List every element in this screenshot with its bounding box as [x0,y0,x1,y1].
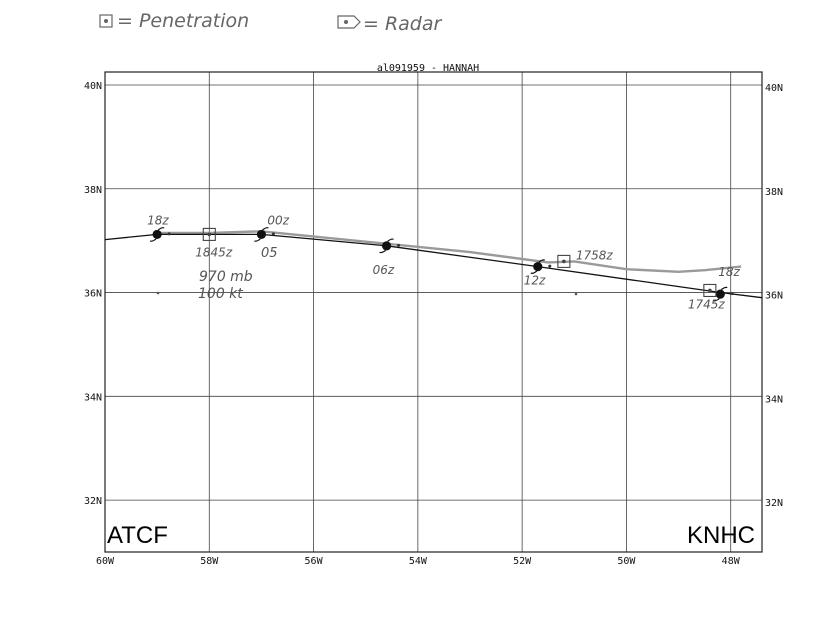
track-dot [167,232,171,236]
track-dot [397,243,401,247]
latitude-labels-right: 40N 38N 36N 34N 32N [765,83,783,509]
latitude-labels-left: 40N 38N 36N 34N 32N [84,81,102,507]
lat-tick-label: 34N [765,394,783,405]
hurricane-symbol-arm [713,298,720,302]
stray-dot [156,291,160,295]
plot-frame [104,71,763,553]
storm-time-label: 00z [267,213,289,227]
penetration-fix-dot [207,232,212,237]
lat-tick-label: 40N [765,83,783,94]
lat-tick-label: 36N [84,289,102,300]
knhc-label: KNHC [687,522,755,549]
lon-tick-label: 54W [409,556,428,567]
hurricane-symbol-icon [254,227,269,242]
hurricane-symbol-arm [379,249,386,254]
hurricane-symbol-arm [157,227,165,231]
track-dot [271,232,275,236]
lon-tick-label: 50W [617,556,636,567]
hurricane-symbol-icon [149,227,165,242]
lon-tick-label: 58W [200,556,219,567]
legend: = Penetration = Radar [99,10,443,35]
lon-tick-label: 52W [513,556,532,567]
lon-tick-label: 56W [305,556,324,567]
penetration-fix-dot [562,259,566,264]
lat-tick-label: 38N [84,185,102,196]
fix-time-label: 1745z [688,297,726,311]
storm-time-label: 12z [524,274,546,288]
penetration-legend-dot [104,19,108,23]
storm-time-label: 06z [373,263,395,277]
penetration-fix-icon [202,227,216,241]
track-dot [548,264,552,268]
atcf-label: ATCF [107,522,168,549]
fix-time-label: 1758z [576,248,614,262]
gray-track-line [157,230,742,274]
hurricane-symbol-arm [530,270,538,274]
storm-time-label: 18z [147,213,169,227]
radar-legend-label: = Radar [363,13,443,35]
lat-tick-label: 32N [765,498,783,509]
hurricane-symbol-arm [149,238,157,242]
stray-dot [574,292,578,296]
radar-legend-dot [344,20,348,24]
track-dot [730,292,734,296]
wind-annotation: 100 kt [198,286,243,302]
penetration-legend-label: = Penetration [117,10,249,32]
hurricane-symbol-center [256,229,267,240]
hurricane-symbol-icon [530,259,546,274]
hurricane-symbol-center [533,261,543,272]
grid [104,72,762,552]
hurricane-symbol-center [381,241,392,251]
penetration-fix-icon [703,283,717,298]
fix-time-label: 1845z [195,245,233,259]
penetration-fix-icon [557,254,571,268]
hurricane-symbol-arm [538,259,546,263]
radar-legend-icon [337,15,361,29]
penetration-fix-dot [708,288,712,293]
map-title: al091959 - HANNAH [377,63,479,74]
lat-tick-label: 36N [765,291,783,302]
hurricane-symbol-arm [254,238,261,242]
fix-markers: 1845z 1758z 1745z [195,227,726,311]
hurricane-symbol-arm [720,286,728,291]
hurricane-symbol-arm [262,227,269,231]
hurricane-symbol-arm [387,238,394,242]
hurricane-symbol-center [152,229,162,240]
longitude-labels: 60W 58W 56W 54W 52W 50W 48W [96,556,741,567]
storm-time-label: 18z [718,265,740,279]
day-annotation: 05 [261,246,278,261]
lat-tick-label: 40N [84,81,102,92]
storm-position-markers: 18z 00z 06z 12z 18z [147,213,741,302]
hurricane-symbol-icon [379,238,394,254]
lon-tick-label: 48W [722,556,741,567]
lon-tick-label: 60W [96,556,115,567]
penetration-legend-icon [99,14,113,28]
hurricane-symbol-center [715,289,725,299]
lat-tick-label: 34N [84,392,102,403]
hurricane-symbol-icon [713,286,728,302]
lat-tick-label: 32N [84,496,102,507]
lat-tick-label: 38N [765,187,783,198]
pressure-annotation: 970 mb [199,269,253,285]
